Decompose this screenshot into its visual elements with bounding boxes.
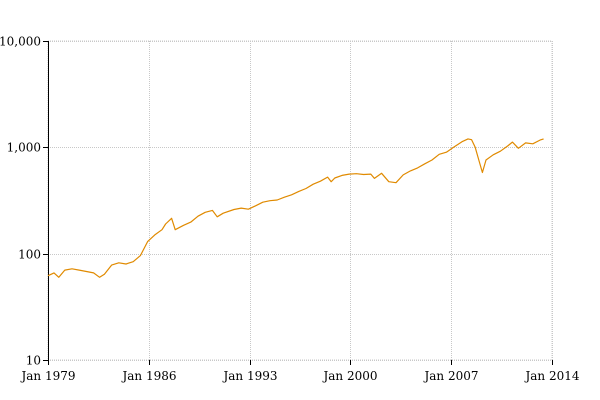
series-line <box>47 138 544 278</box>
x-tick-label: Jan 2007 <box>422 369 478 383</box>
x-tick-label: Jan 1993 <box>221 369 277 383</box>
axes <box>43 41 553 365</box>
y-tick-label: 1,000 <box>7 141 41 155</box>
plot-frame <box>47 40 553 361</box>
x-tick-label: Jan 1979 <box>19 369 75 383</box>
x-tick-label: Jan 2014 <box>523 369 579 383</box>
y-tick-labels: 10 100 1,000 10,000 <box>0 35 41 368</box>
grid <box>47 40 553 361</box>
series-layer <box>47 138 544 278</box>
x-tick-labels: Jan 1979 Jan 1986 Jan 1993 Jan 2000 Jan 2007… <box>19 369 579 383</box>
y-tick-label: 10 <box>26 354 41 368</box>
x-tick-label: Jan 2000 <box>321 369 377 383</box>
x-tick-label: Jan 1986 <box>120 369 176 383</box>
y-tick-label: 10,000 <box>0 35 41 49</box>
y-tick-label: 100 <box>18 248 41 262</box>
